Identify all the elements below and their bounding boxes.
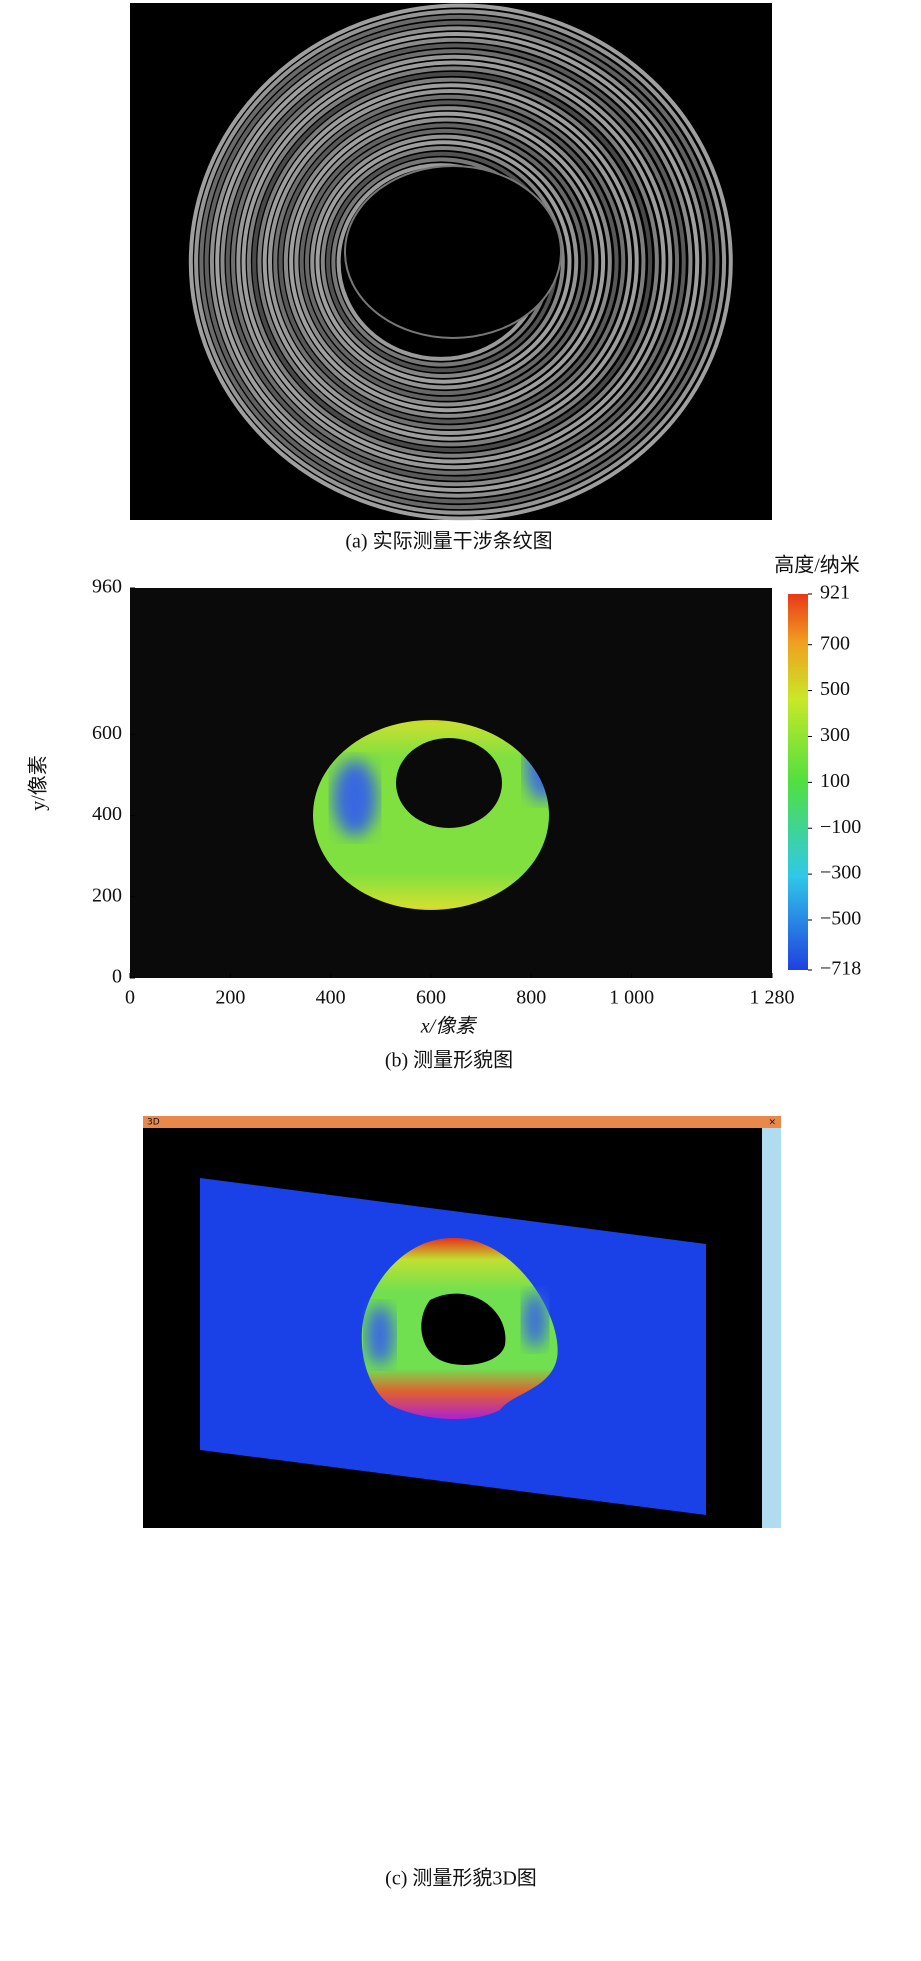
x-tick-label: 1 280 bbox=[750, 987, 795, 1009]
y-tick-label: 400 bbox=[92, 803, 122, 825]
fringe bbox=[262, 83, 639, 441]
fringe-pattern bbox=[188, 3, 733, 521]
fringe bbox=[209, 26, 706, 498]
x-tick-label: 200 bbox=[215, 987, 245, 1009]
caption: (a) 实际测量干涉条纹图 bbox=[345, 530, 552, 553]
colorbar-tick-label: 921 bbox=[820, 582, 850, 604]
fringe bbox=[310, 134, 579, 390]
fringe bbox=[299, 123, 592, 401]
fringe bbox=[283, 106, 612, 418]
fringe bbox=[194, 9, 727, 515]
y-tick-label: 0 bbox=[112, 966, 122, 988]
fringe bbox=[246, 66, 659, 458]
ring-3d-dip bbox=[523, 1292, 547, 1348]
colorbar-tick-label: −300 bbox=[820, 862, 861, 884]
close-button[interactable]: × bbox=[768, 1118, 776, 1128]
x-tick-label: 400 bbox=[316, 987, 346, 1009]
colorbar-tick-label: 500 bbox=[820, 678, 850, 700]
fringe bbox=[188, 3, 733, 521]
colorbar-tick-label: −718 bbox=[820, 958, 861, 980]
y-tick-label: 200 bbox=[92, 884, 122, 906]
caption: (c) 测量形貌3D图 bbox=[385, 1867, 537, 1890]
fringe bbox=[252, 71, 653, 453]
fringe bbox=[294, 117, 599, 407]
fringe bbox=[304, 128, 585, 396]
title-bar bbox=[143, 1116, 781, 1128]
y-tick-label: 600 bbox=[92, 722, 122, 744]
colorbar-title: 高度/纳米 bbox=[774, 554, 860, 577]
fringe bbox=[273, 94, 626, 430]
fringe bbox=[268, 89, 632, 435]
ring-surface bbox=[300, 700, 570, 930]
x-tick-label: 1 000 bbox=[609, 987, 654, 1009]
ring-3d-dip bbox=[366, 1305, 394, 1365]
fringe bbox=[199, 14, 720, 510]
fringe bbox=[204, 20, 713, 504]
fringe bbox=[220, 37, 693, 487]
fringe-hole bbox=[344, 165, 562, 339]
x-axis-label: x/像素 bbox=[420, 1016, 477, 1038]
colorbar-tick-label: 100 bbox=[820, 770, 850, 792]
colorbar bbox=[788, 594, 808, 970]
x-tick-label: 0 bbox=[125, 987, 135, 1009]
x-tick-label: 800 bbox=[516, 987, 546, 1009]
window-title: 3D bbox=[147, 1118, 160, 1128]
colorbar-tick-label: −100 bbox=[820, 816, 861, 838]
fringe bbox=[236, 54, 673, 470]
fringe bbox=[225, 43, 686, 481]
fringe bbox=[231, 49, 680, 475]
y-tick-label: 960 bbox=[92, 576, 122, 598]
ring-3d-hole bbox=[421, 1293, 506, 1365]
y-axis-label: y/像素 bbox=[27, 755, 50, 811]
caption: (b) 测量形貌图 bbox=[385, 1049, 513, 1072]
fringe bbox=[278, 100, 619, 424]
fringe bbox=[320, 146, 565, 378]
scrollbar bbox=[762, 1128, 781, 1528]
fringe bbox=[289, 111, 606, 413]
fringe bbox=[215, 32, 700, 492]
fringe bbox=[315, 140, 572, 384]
fringe bbox=[241, 60, 666, 464]
colorbar-tick-label: 300 bbox=[820, 724, 850, 746]
fringe bbox=[257, 77, 646, 447]
x-tick-label: 600 bbox=[416, 987, 446, 1009]
colorbar-tick-label: −500 bbox=[820, 908, 861, 930]
colorbar-tick-label: 700 bbox=[820, 632, 850, 654]
